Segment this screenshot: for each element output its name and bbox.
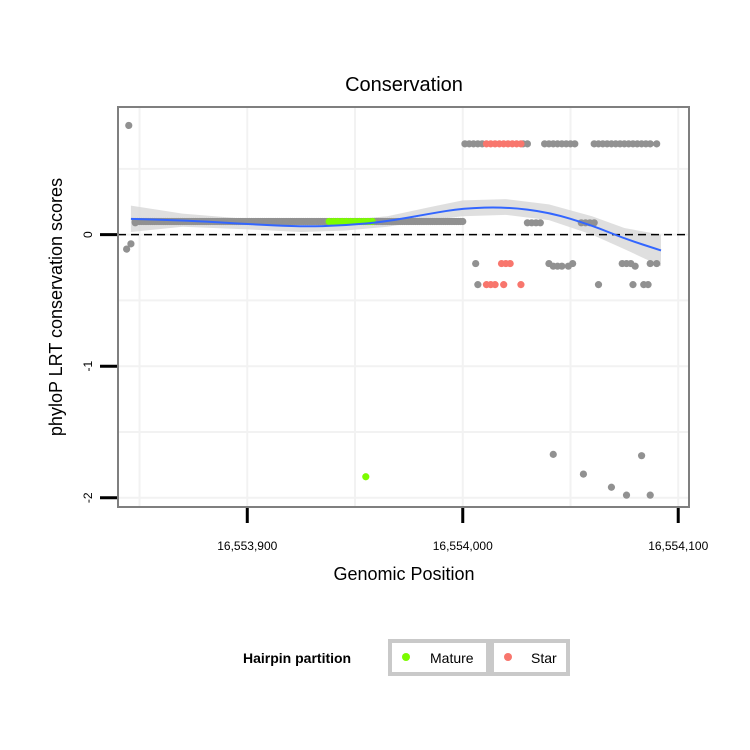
point-other xyxy=(125,121,133,130)
point-other xyxy=(646,491,654,499)
legend-label-mature: Mature xyxy=(430,650,474,666)
legend-title: Hairpin partition xyxy=(243,650,351,666)
x-axis-title: Genomic Position xyxy=(333,564,474,584)
point-star xyxy=(517,281,525,289)
point-other xyxy=(131,219,139,227)
x-axis: 16,553,900 16,554,000 16,554,100 xyxy=(217,508,709,553)
plot-panel xyxy=(118,107,689,507)
confidence-band-area xyxy=(130,199,661,267)
point-star xyxy=(517,140,525,148)
y-axis-title: phyloP LRT conservation scores xyxy=(46,178,66,436)
point-other xyxy=(523,140,531,148)
point-star xyxy=(506,259,514,268)
legend: Hairpin partition Mature Star xyxy=(243,639,570,676)
y-tick-label: 0 xyxy=(81,231,95,238)
point-star xyxy=(491,281,499,289)
legend-label-star: Star xyxy=(531,650,557,666)
x-tick-label: 16,554,000 xyxy=(433,539,493,553)
point-other xyxy=(622,491,631,499)
point-other xyxy=(569,259,577,268)
point-other xyxy=(644,281,652,289)
point-star xyxy=(500,281,508,289)
smooth-line xyxy=(130,206,662,252)
point-other xyxy=(631,262,639,270)
point-other xyxy=(653,140,661,148)
smooth-curve xyxy=(130,206,662,252)
point-other xyxy=(607,483,616,491)
point-other xyxy=(123,245,131,253)
panel-frame xyxy=(117,106,690,508)
confidence-band xyxy=(130,199,661,267)
point-mature xyxy=(362,473,370,481)
x-tick-label: 16,553,900 xyxy=(217,539,277,553)
point-other xyxy=(653,259,661,268)
point-dense xyxy=(459,217,467,226)
point-other xyxy=(629,281,637,289)
legend-key-mature-dot xyxy=(402,653,410,661)
legend-key-star-dot xyxy=(504,653,512,661)
point-other xyxy=(594,281,603,289)
point-other xyxy=(549,450,557,458)
point-other xyxy=(646,259,654,268)
points-other xyxy=(123,121,661,499)
point-other xyxy=(590,219,598,227)
y-axis: 0 -1 -2 xyxy=(81,231,117,503)
points-star xyxy=(482,140,525,289)
y-tick-label: -2 xyxy=(81,492,95,503)
grid-lines xyxy=(118,107,689,507)
point-other xyxy=(536,219,544,227)
panel-border xyxy=(117,106,690,508)
panel-background xyxy=(118,107,689,507)
point-other xyxy=(579,470,588,478)
chart-title: Conservation xyxy=(345,74,463,96)
point-other xyxy=(127,240,135,248)
x-tick-label: 16,554,100 xyxy=(648,539,708,553)
point-other xyxy=(637,452,646,460)
point-other xyxy=(558,262,566,270)
point-other xyxy=(571,140,579,148)
y-tick-label: -1 xyxy=(81,361,95,372)
point-other xyxy=(474,281,482,289)
point-other xyxy=(472,259,480,268)
point-other xyxy=(646,140,654,148)
